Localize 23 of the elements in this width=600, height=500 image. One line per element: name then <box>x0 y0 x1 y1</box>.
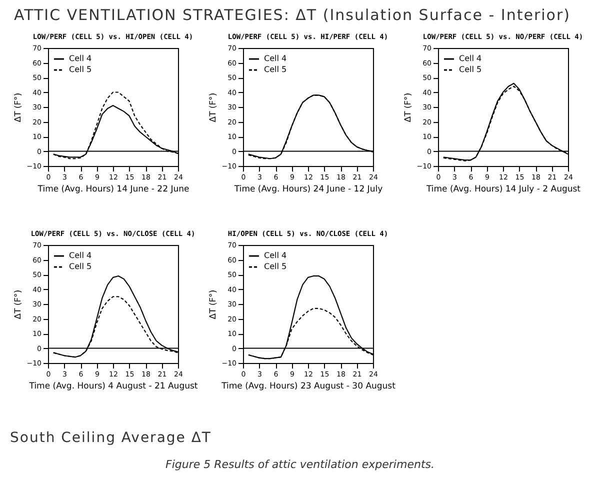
caption: Figure 5 Results of attic ventilation experiments. <box>164 458 436 471</box>
legend-label: Cell 5 <box>264 262 287 271</box>
legend-label: Cell 5 <box>69 65 92 74</box>
x-axis-title: Time (Avg. Hours) 24 June - 12 July <box>233 184 383 194</box>
x-axis-title: Time (Avg. Hours) 14 July - 2 August <box>425 184 582 194</box>
y-axis-title: ΔT (F°) <box>208 290 219 320</box>
legend-label: Cell 4 <box>69 251 92 260</box>
legend-label: Cell 4 <box>264 54 287 63</box>
x-axis-title: Time (Avg. Hours) 4 August - 21 August <box>28 382 198 392</box>
y-axis-title: ΔT (F°) <box>14 290 24 320</box>
x-axis-title: Time (Avg. Hours) 23 August - 30 August <box>220 382 396 392</box>
y-axis-title: ΔT (F°) <box>14 92 24 122</box>
text: South Ceiling Average ΔT <box>10 430 212 446</box>
legend-label: Cell 4 <box>69 54 92 63</box>
legend-label: Cell 4 <box>264 251 287 260</box>
y-axis-title: ΔT (F°) <box>208 92 219 122</box>
text: ATTIC VENTILATION STRATEGIES: ΔT (Insulation Surface - Interior) <box>14 6 570 24</box>
legend-label: Cell 5 <box>264 65 287 74</box>
legend-label: Cell 4 <box>459 54 482 63</box>
legend-label: Cell 5 <box>459 65 482 74</box>
y-axis-title: ΔT (F°) <box>404 92 414 122</box>
legend-label: Cell 5 <box>69 262 92 271</box>
x-axis-title: Time (Avg. Hours) 14 June - 22 June <box>36 184 190 194</box>
